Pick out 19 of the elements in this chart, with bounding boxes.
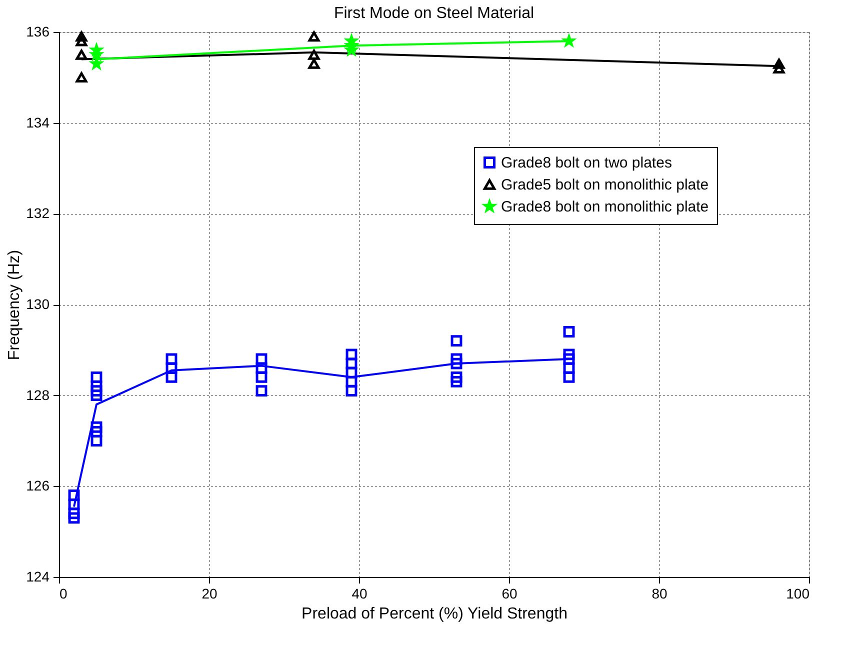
legend-label: Grade8 bolt on two plates [501, 154, 672, 172]
x-tick-label: 0 [60, 586, 68, 602]
y-axis-title: Frequency (Hz) [6, 250, 24, 360]
y-tick-label: 128 [26, 386, 50, 403]
legend-label: Grade5 bolt on monolithic plate [501, 176, 709, 194]
y-tick-label: 124 [26, 568, 50, 584]
x-tick-label: 80 [652, 586, 668, 602]
x-axis-title: Preload of Percent (%) Yield Strength [302, 606, 568, 622]
x-tick-label: 60 [502, 586, 518, 602]
x-tick-label: 100 [786, 586, 810, 602]
y-tick-label: 126 [26, 478, 50, 494]
legend-label: Grade8 bolt on monolithic plate [501, 198, 709, 216]
x-tick-label: 40 [352, 586, 368, 602]
y-tick-label: 136 [26, 24, 50, 40]
x-tick-label: 20 [202, 586, 218, 602]
y-tick-label: 132 [26, 205, 50, 222]
y-tick-label: 134 [26, 114, 50, 130]
y-tick-label: 130 [26, 296, 50, 312]
chart-title: First Mode on Steel Material [334, 5, 534, 22]
